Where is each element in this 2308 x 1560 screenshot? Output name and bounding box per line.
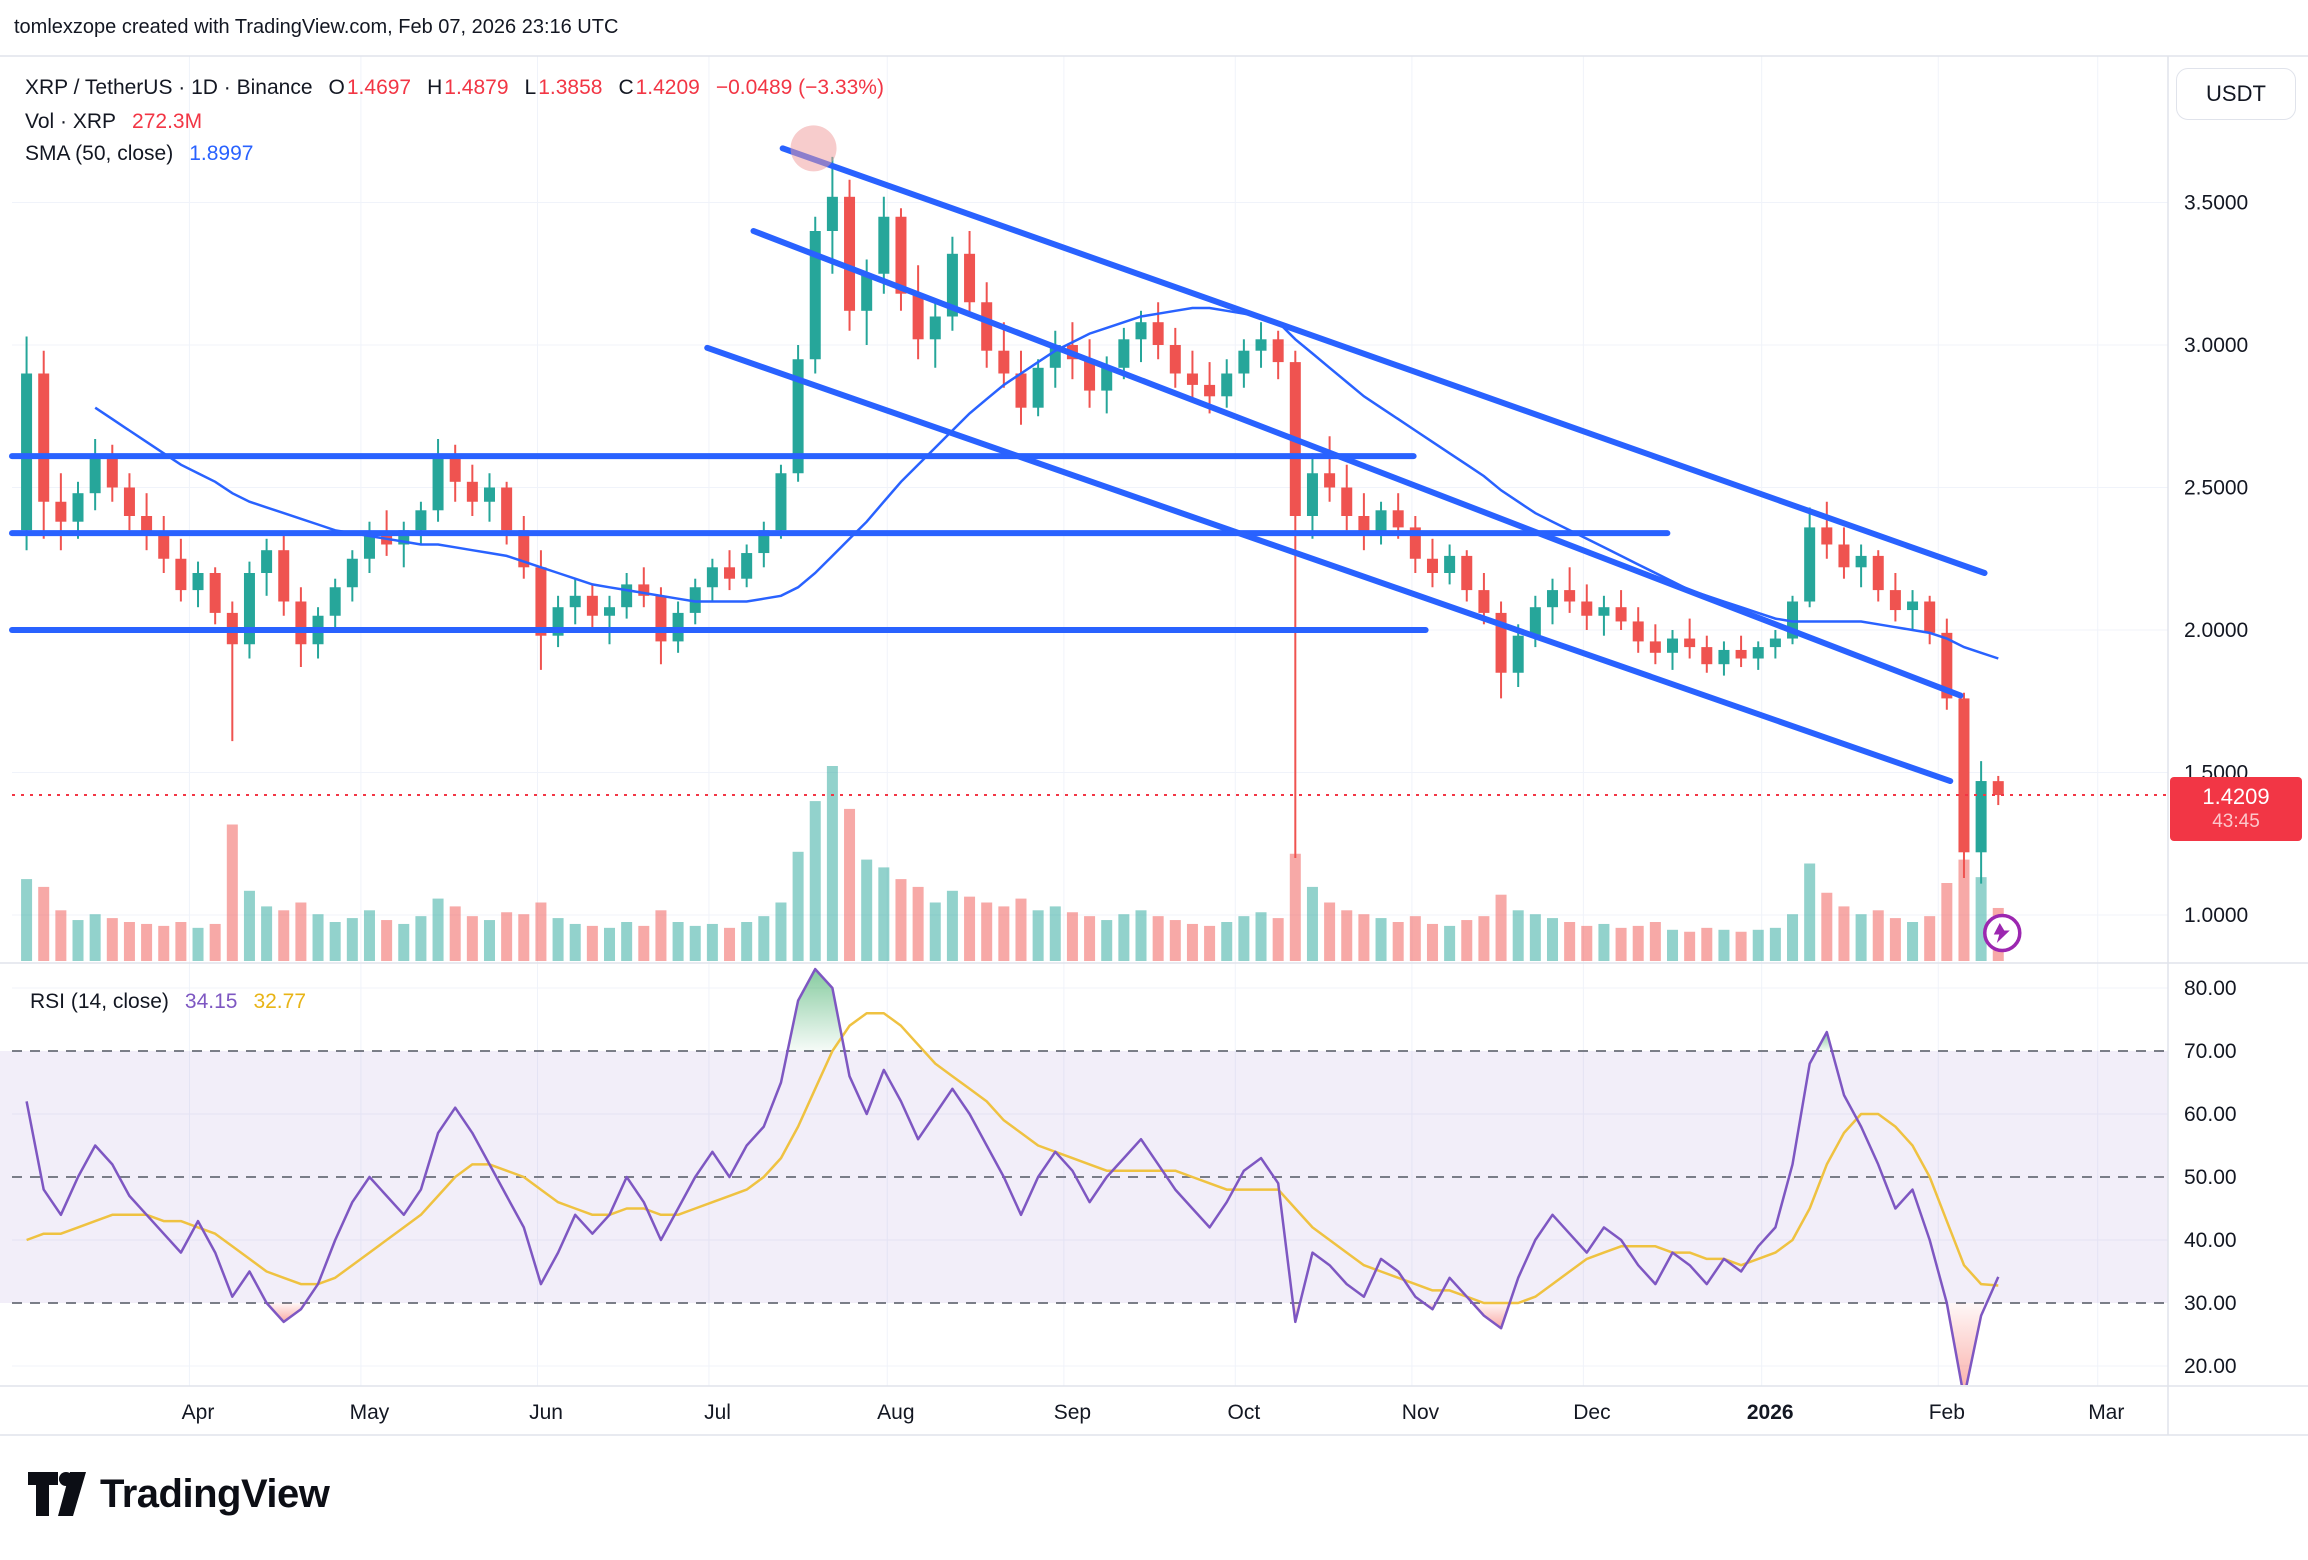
volume-legend-row[interactable]: Vol · XRP 272.3M [25, 110, 202, 134]
change-value: −0.0489 (−3.33%) [715, 76, 884, 99]
sma50-line [94, 306, 1999, 660]
attribution-text: tomlexzope created with TradingView.com,… [14, 16, 619, 38]
last-price-label: 1.4209 [2202, 784, 2270, 810]
time-tick[interactable]: Oct [1228, 1401, 1261, 1424]
currency-toggle-button[interactable]: USDT [2176, 68, 2296, 120]
sma-label: SMA (50, close) [25, 142, 174, 165]
rsi-tick: 30.00 [2184, 1292, 2237, 1315]
ohlc-low: L 1.3858 [524, 76, 603, 99]
time-tick[interactable]: May [350, 1401, 390, 1424]
ohlc-high: H 1.4879 [427, 76, 509, 99]
rsi-tick: 70.00 [2184, 1040, 2237, 1063]
time-tick[interactable]: Jul [704, 1401, 731, 1424]
candlesticks [21, 156, 2004, 884]
axis-labels: 3.50003.00002.50002.00001.50001.000080.0… [182, 192, 2249, 1425]
tradingview-logo-text: TradingView [100, 1471, 330, 1516]
rsi-label: RSI (14, close) [30, 990, 169, 1013]
sma-legend-row[interactable]: SMA (50, close) 1.8997 [25, 142, 253, 166]
peak-highlight-ellipse[interactable] [790, 125, 837, 172]
last-bar-lightning-icon[interactable] [1983, 913, 2022, 953]
price-tick: 3.0000 [2184, 334, 2248, 357]
pane-borders [0, 55, 2308, 1436]
rsi-value: 34.15 [184, 990, 238, 1013]
volume-bars [21, 766, 2004, 961]
time-tick[interactable]: Jun [529, 1401, 563, 1424]
time-tick[interactable]: Apr [182, 1401, 215, 1424]
bar-countdown: 43:45 [2212, 810, 2260, 832]
trend-line [779, 145, 1988, 576]
drawing-tools[interactable] [9, 145, 1988, 785]
volume-value: 272.3M [132, 110, 203, 133]
rsi-band [0, 1050, 2168, 1304]
rsi-tick: 50.00 [2184, 1166, 2237, 1189]
rsi-tick: 80.00 [2184, 977, 2237, 1000]
time-tick[interactable]: Sep [1054, 1401, 1091, 1424]
symbol-title: XRP / TetherUS · 1D · Binance [25, 76, 313, 99]
last-price-badge: 1.4209 43:45 [2170, 777, 2302, 841]
gridlines [12, 56, 2168, 1386]
rsi-ma-value: 32.77 [253, 990, 307, 1013]
rsi-pane [25, 967, 2000, 1385]
rsi-tick: 40.00 [2184, 1229, 2237, 1252]
rsi-tick: 60.00 [2184, 1103, 2237, 1126]
volume-label: Vol · XRP [25, 110, 117, 133]
trend-line [704, 344, 1954, 785]
price-tick: 2.0000 [2184, 619, 2248, 642]
price-tick: 3.5000 [2184, 192, 2248, 215]
price-tick: 2.5000 [2184, 477, 2248, 500]
time-tick[interactable]: Mar [2088, 1401, 2124, 1424]
rsi-line [25, 967, 2000, 1385]
tradingview-logo[interactable]: TradingView [26, 1468, 330, 1520]
ohlc-close: C 1.4209 [618, 76, 700, 99]
tradingview-logo-icon [28, 1472, 86, 1516]
rsi-legend-row[interactable]: RSI (14, close) 34.15 32.77 [30, 990, 306, 1014]
rsi-tick: 20.00 [2184, 1355, 2237, 1378]
rsi-ma-line [26, 1011, 1999, 1305]
time-tick[interactable]: Aug [877, 1401, 914, 1424]
price-tick: 1.0000 [2184, 904, 2248, 927]
time-tick[interactable]: Nov [1402, 1401, 1440, 1424]
ohlc-open: O 1.4697 [328, 76, 412, 99]
sma-value: 1.8997 [189, 142, 254, 165]
time-tick[interactable]: 2026 [1747, 1401, 1794, 1424]
time-tick[interactable]: Feb [1929, 1401, 1965, 1424]
trend-line [750, 228, 1964, 699]
time-tick[interactable]: Dec [1573, 1401, 1610, 1424]
